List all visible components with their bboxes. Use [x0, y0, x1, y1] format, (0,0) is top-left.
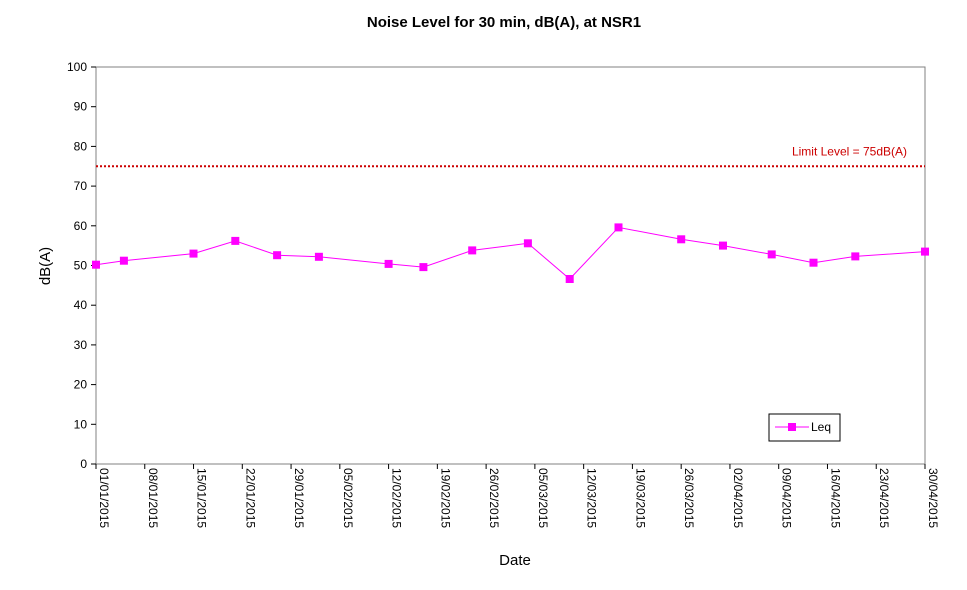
- data-point: [614, 223, 623, 232]
- y-tick-label: 10: [74, 417, 88, 431]
- x-tick-label: 12/02/2015: [390, 468, 404, 528]
- series-line-leq: [95, 226, 926, 280]
- data-point: [384, 259, 393, 268]
- x-tick-label: 15/01/2015: [195, 468, 209, 528]
- data-point: [809, 258, 818, 267]
- data-point: [468, 246, 477, 255]
- x-tick-label: 01/01/2015: [97, 468, 111, 528]
- y-tick-label: 50: [74, 259, 88, 273]
- x-tick-label: 12/03/2015: [585, 468, 599, 528]
- data-point: [565, 275, 574, 283]
- data-point: [851, 252, 860, 261]
- y-tick-label: 80: [74, 139, 88, 153]
- data-point: [921, 247, 929, 256]
- plot-area: [95, 66, 926, 465]
- x-tick-label: 05/02/2015: [341, 468, 355, 528]
- x-tick-label: 19/03/2015: [633, 468, 647, 528]
- x-tick-label: 30/04/2015: [926, 468, 940, 528]
- data-point: [189, 249, 198, 258]
- x-tick-label: 02/04/2015: [731, 468, 745, 528]
- x-tick-label: 05/03/2015: [536, 468, 550, 528]
- y-tick-label: 0: [80, 457, 87, 471]
- x-axis: 01/01/2015 08/01/2015 15/01/2015 22/01/2015…: [95, 464, 940, 528]
- x-tick-label: 22/01/2015: [243, 468, 257, 528]
- x-tick-label: 19/02/2015: [438, 468, 452, 528]
- limit-level-label: Limit Level = 75dB(A): [792, 144, 907, 158]
- y-axis: 0 10 20 30 40 50 60 70 80 90 100: [67, 60, 96, 471]
- legend: Leq: [768, 413, 841, 442]
- series-leq: [92, 223, 929, 283]
- data-point: [767, 250, 776, 259]
- data-point: [314, 252, 323, 261]
- data-point: [677, 235, 686, 244]
- legend-label-leq: Leq: [811, 420, 831, 434]
- y-tick-label: 60: [74, 219, 88, 233]
- x-tick-label: 08/01/2015: [146, 468, 160, 528]
- legend-marker: [788, 423, 796, 431]
- chart-title: Noise Level for 30 min, dB(A), at NSR1: [367, 14, 641, 31]
- data-point: [92, 260, 100, 269]
- data-point: [119, 256, 128, 265]
- x-tick-label: 09/04/2015: [780, 468, 794, 528]
- x-tick-label: 16/04/2015: [828, 468, 842, 528]
- y-tick-label: 70: [74, 179, 88, 193]
- x-tick-label: 26/03/2015: [682, 468, 696, 528]
- y-tick-label: 40: [74, 298, 88, 312]
- data-point: [419, 263, 428, 272]
- x-tick-label: 26/02/2015: [487, 468, 501, 528]
- x-tick-label: 23/04/2015: [877, 468, 891, 528]
- data-point: [273, 251, 282, 260]
- data-point: [523, 239, 532, 248]
- x-axis-label: Date: [499, 552, 531, 569]
- y-tick-label: 90: [74, 100, 88, 114]
- x-tick-label: 29/01/2015: [292, 468, 306, 528]
- data-point: [231, 236, 240, 245]
- data-point: [719, 241, 727, 250]
- y-tick-label: 20: [74, 378, 88, 392]
- y-axis-label: dB(A): [37, 247, 54, 285]
- y-tick-label: 100: [67, 60, 87, 74]
- y-tick-label: 30: [74, 338, 88, 352]
